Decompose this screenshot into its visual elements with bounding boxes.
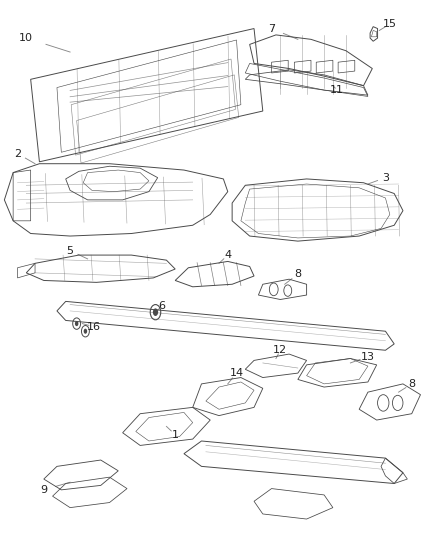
- Text: 10: 10: [19, 33, 33, 43]
- Text: 8: 8: [408, 379, 415, 389]
- Text: 6: 6: [159, 301, 166, 311]
- Text: 12: 12: [273, 345, 287, 356]
- Text: 16: 16: [87, 322, 101, 332]
- Text: 2: 2: [14, 149, 21, 158]
- Text: 5: 5: [67, 246, 74, 256]
- Text: 13: 13: [361, 352, 375, 361]
- Text: 1: 1: [172, 430, 179, 440]
- Text: 4: 4: [224, 250, 231, 260]
- Text: 7: 7: [268, 23, 275, 34]
- Circle shape: [84, 329, 87, 334]
- Text: 8: 8: [294, 269, 301, 279]
- Circle shape: [75, 321, 78, 326]
- Text: 11: 11: [330, 85, 344, 95]
- Text: 15: 15: [383, 19, 397, 29]
- Text: 3: 3: [382, 173, 389, 183]
- Text: 14: 14: [230, 368, 244, 378]
- Text: 9: 9: [40, 485, 47, 495]
- Circle shape: [153, 309, 158, 316]
